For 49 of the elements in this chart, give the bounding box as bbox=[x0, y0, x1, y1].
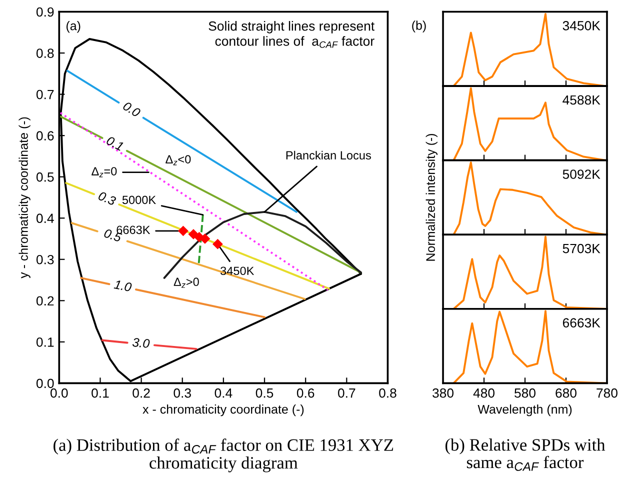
annotation: 3450K bbox=[220, 266, 254, 276]
annotation: (a) bbox=[66, 21, 80, 33]
y-tick-label: 0.6 bbox=[36, 131, 54, 140]
annotation: Solid straight lines represent contour lines of a$_{CAF}$ factor bbox=[208, 21, 374, 48]
annotation: Planckian Locus bbox=[286, 150, 371, 160]
x-tick-label: 780 bbox=[596, 388, 618, 398]
y-tick-label: 0.2 bbox=[36, 296, 54, 306]
x-tick-label: 0.0 bbox=[50, 388, 68, 398]
x-tick-label: 0.1 bbox=[92, 388, 109, 398]
x-tick-label: 0.3 bbox=[174, 388, 191, 398]
series-label: 4588K bbox=[562, 95, 600, 105]
y-axis-title: y - chromaticity coordinate (-) bbox=[18, 117, 30, 278]
text: 0.3 bbox=[98, 191, 117, 206]
x-tick-label: 0.8 bbox=[379, 388, 396, 398]
text: (b) Relative SPDs with same a$_{CAF}$ factor bbox=[445, 438, 606, 471]
x-axis-title: x - chromaticity coordinate (-) bbox=[142, 404, 304, 416]
x-tick-label: 0.6 bbox=[296, 388, 314, 398]
text: 3.0 bbox=[132, 338, 150, 348]
x-tick-label: 580 bbox=[514, 388, 536, 398]
y-tick-label: 0.8 bbox=[36, 48, 54, 58]
x-tick-label: 0.5 bbox=[256, 388, 274, 398]
x-axis-title: Wavelength (nm) bbox=[478, 404, 572, 416]
y-axis-title: Normalized intensity (-) bbox=[426, 134, 438, 261]
text: 0.1 bbox=[106, 136, 124, 151]
annotation: Δ$_{z}$=0 bbox=[92, 167, 117, 178]
text: (a) Distribution of a$_{CAF}$ factor on CIE 1931 XYZ chromaticity diagram bbox=[54, 438, 394, 472]
annotation: 5000K bbox=[122, 196, 156, 204]
x-tick-label: 0.7 bbox=[338, 388, 356, 398]
annotation: Δ$_{z}$>0 bbox=[174, 278, 199, 288]
series-label: 5703K bbox=[562, 244, 600, 254]
y-tick-label: 0.1 bbox=[36, 337, 54, 347]
y-tick-label: 0.3 bbox=[36, 254, 54, 264]
text: 5092K bbox=[562, 170, 600, 179]
x-tick-label: 680 bbox=[556, 388, 576, 398]
series-label: 3450K bbox=[562, 21, 600, 30]
annotation: Δ$_{z}$<0 bbox=[166, 155, 191, 166]
y-tick-label: 0.5 bbox=[36, 172, 54, 182]
y-tick-label: 0.4 bbox=[36, 214, 54, 224]
y-tick-label: 0.9 bbox=[36, 7, 54, 17]
x-tick-label: 0.2 bbox=[132, 388, 150, 398]
x-tick-label: 0.4 bbox=[214, 388, 232, 398]
y-tick-label: 0.0 bbox=[36, 378, 54, 388]
text: (b) bbox=[412, 20, 426, 32]
series-label: 6663K bbox=[562, 318, 600, 328]
x-tick-label: 380 bbox=[432, 388, 454, 398]
text: 0.0 bbox=[122, 101, 142, 118]
text: 1.0 bbox=[114, 280, 132, 292]
x-tick-label: 480 bbox=[473, 388, 495, 398]
y-tick-label: 0.7 bbox=[36, 90, 54, 100]
